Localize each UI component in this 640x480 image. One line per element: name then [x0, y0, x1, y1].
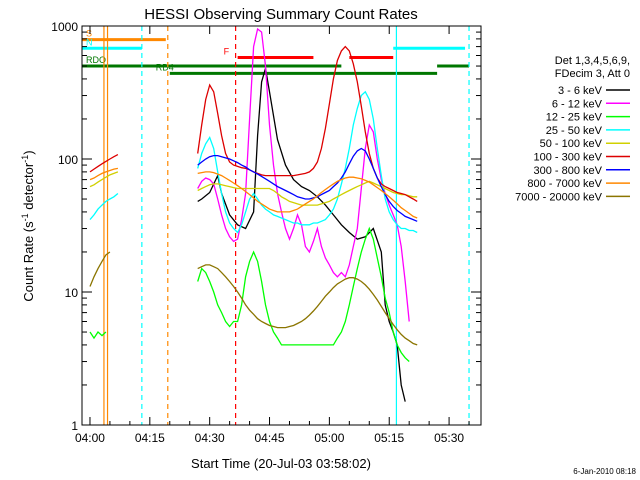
- legend-header-1: FDecim 3, Att 0: [555, 68, 630, 80]
- annotation-label-6: RD4: [156, 62, 174, 72]
- legend-label-3: 25 - 50 keV: [546, 125, 603, 137]
- x-tick-label-0: 04:00: [75, 431, 105, 445]
- legend-label-0: 3 - 6 keV: [558, 85, 603, 97]
- series-line-3: [89, 90, 418, 234]
- legend: Det 1,3,4,5,6,9,FDecim 3, Att 0 3 - 6 keV…: [515, 55, 630, 203]
- series-line-5: [89, 45, 418, 202]
- annotation-label-1: N: [86, 37, 93, 47]
- legend-label-2: 12 - 25 keV: [546, 112, 603, 124]
- x-tick-label-4: 05:00: [314, 431, 344, 445]
- y-axis: 1 10 100 1000: [51, 20, 481, 433]
- y-axis-label: Count Rate (s-1 detector-1): [20, 150, 36, 301]
- legend-label-5: 100 - 300 keV: [534, 152, 603, 164]
- series-line-6: [197, 147, 418, 222]
- legend-label-4: 50 - 100 keV: [540, 138, 603, 150]
- series-line-8: [89, 251, 418, 346]
- x-axis: 04:00 04:15 04:30 04:45 05:00 05:15 05:30: [75, 26, 470, 445]
- annotation-label-2: F: [224, 46, 230, 56]
- plot-frame: [81, 25, 482, 426]
- annotation-label-0: S: [86, 29, 92, 39]
- x-tick-label-2: 04:30: [195, 431, 225, 445]
- annotations-layer: SN F RDO RD4: [82, 26, 470, 425]
- x-tick-label-6: 05:30: [434, 431, 464, 445]
- x-tick-label-5: 05:15: [374, 431, 404, 445]
- series-line-7: [89, 167, 418, 219]
- y-tick-label-1: 10: [65, 286, 79, 300]
- legend-label-1: 6 - 12 keV: [552, 98, 603, 110]
- series-line-1: [197, 27, 410, 322]
- x-axis-label: Start Time (20-Jul-03 03:58:02): [191, 456, 371, 471]
- chart-title: HESSI Observing Summary Count Rates: [144, 6, 417, 23]
- x-tick-label-3: 04:45: [255, 431, 285, 445]
- y-tick-label-0: 1: [71, 419, 78, 433]
- legend-header-0: Det 1,3,4,5,6,9,: [555, 55, 630, 67]
- legend-label-6: 300 - 800 keV: [534, 165, 603, 177]
- legend-label-8: 7000 - 20000 keV: [515, 191, 603, 203]
- y-tick-label-3: 1000: [51, 20, 78, 34]
- x-tick-label-1: 04:15: [135, 431, 165, 445]
- legend-label-7: 800 - 7000 keV: [527, 178, 602, 190]
- footer-date: 6-Jan-2010 08:18: [573, 467, 636, 476]
- y-tick-label-2: 100: [58, 153, 78, 167]
- annotation-label-4: RDO: [86, 55, 106, 65]
- series-line-2: [89, 226, 410, 362]
- series-layer: [89, 27, 418, 402]
- series-line-0: [197, 68, 406, 402]
